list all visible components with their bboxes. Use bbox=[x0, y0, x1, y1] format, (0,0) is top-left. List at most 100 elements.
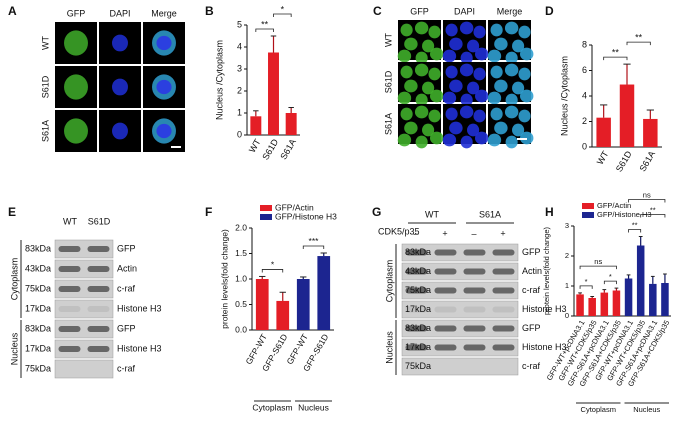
significance-label: ** bbox=[632, 220, 638, 229]
label: Histone H3 bbox=[117, 303, 162, 313]
y-tick-label: 0 bbox=[565, 311, 569, 320]
cell bbox=[449, 121, 463, 135]
significance-bracket bbox=[302, 245, 325, 249]
legend-label: GFP/Histone H3 bbox=[275, 211, 337, 221]
label: 17kDa bbox=[405, 342, 431, 352]
x-tick-label: S61D bbox=[614, 149, 634, 174]
significance-label: ** bbox=[612, 48, 620, 58]
nucleus bbox=[156, 123, 172, 139]
cell bbox=[422, 39, 435, 53]
group-label: Cytoplasm bbox=[252, 402, 292, 412]
panel-letter: D bbox=[545, 4, 554, 18]
cell bbox=[518, 67, 531, 81]
y-tick-label: 1.0 bbox=[235, 273, 247, 283]
blot-strip bbox=[401, 281, 519, 300]
bar bbox=[268, 52, 279, 135]
blot-band bbox=[58, 266, 81, 272]
cell bbox=[415, 135, 428, 149]
label: Cytoplasm bbox=[9, 258, 19, 301]
cell bbox=[428, 67, 441, 81]
cell bbox=[449, 37, 463, 51]
cell bbox=[429, 131, 444, 145]
label: GFP bbox=[117, 323, 136, 333]
cell bbox=[474, 47, 489, 61]
blot-band bbox=[463, 344, 486, 351]
blot-strip bbox=[401, 319, 519, 338]
panel-letter: E bbox=[8, 205, 16, 219]
group-label: Nucleus bbox=[633, 405, 660, 414]
significance-label: * bbox=[609, 272, 612, 281]
legend-swatch bbox=[582, 203, 594, 209]
y-tick-label: 1 bbox=[565, 281, 569, 290]
label: S61A bbox=[383, 113, 393, 135]
bar bbox=[649, 283, 657, 316]
significance-bracket bbox=[628, 229, 642, 233]
cell bbox=[460, 51, 473, 65]
cell bbox=[397, 91, 412, 105]
significance-bracket bbox=[273, 13, 292, 17]
label: 75kDa bbox=[405, 361, 431, 371]
cell bbox=[494, 37, 508, 51]
cell bbox=[512, 123, 525, 137]
cell bbox=[404, 79, 418, 93]
cell bbox=[519, 47, 534, 61]
label: 75kDa bbox=[25, 363, 51, 373]
cell bbox=[404, 121, 418, 135]
label: + bbox=[500, 228, 505, 238]
x-tick-label: WT bbox=[247, 137, 263, 155]
group-label: Cytoplasm bbox=[581, 405, 616, 414]
bar bbox=[276, 300, 290, 330]
nucleus bbox=[156, 35, 172, 51]
blot-strip bbox=[54, 259, 114, 279]
bar bbox=[619, 84, 635, 147]
x-tick-label: S61A bbox=[278, 137, 298, 161]
cell bbox=[474, 131, 489, 145]
cell bbox=[449, 79, 463, 93]
label: 17kDa bbox=[405, 304, 431, 314]
label: c-raf bbox=[117, 363, 135, 373]
significance-bracket bbox=[628, 199, 666, 203]
y-axis-label: Nucleus /Cytoplasm bbox=[559, 56, 569, 136]
bar bbox=[317, 256, 331, 330]
blot-strip bbox=[401, 262, 519, 281]
blot-strip bbox=[54, 359, 114, 379]
cell bbox=[467, 123, 480, 137]
blot-strip bbox=[54, 239, 114, 259]
panel-letter: B bbox=[205, 4, 214, 18]
y-tick-label: 0 bbox=[582, 141, 587, 151]
y-tick-label: 6 bbox=[582, 65, 587, 75]
label: WT bbox=[425, 209, 439, 219]
blot-band bbox=[58, 346, 81, 352]
blot-band bbox=[405, 287, 428, 294]
label: c-raf bbox=[117, 283, 135, 293]
significance-bracket bbox=[579, 265, 617, 270]
cell bbox=[518, 25, 531, 39]
cell bbox=[112, 78, 128, 96]
significance-bracket bbox=[603, 56, 628, 61]
cell bbox=[490, 65, 503, 79]
blot-band bbox=[434, 344, 457, 351]
cell bbox=[414, 21, 429, 35]
label: DAPI bbox=[454, 6, 475, 16]
label: Actin bbox=[117, 263, 137, 273]
x-tick-label: S61D bbox=[260, 137, 280, 162]
cell bbox=[442, 91, 457, 105]
label: 75kDa bbox=[405, 285, 431, 295]
blot-strip bbox=[401, 357, 519, 376]
cell bbox=[445, 65, 458, 79]
label: Nucleus bbox=[384, 331, 394, 364]
cell bbox=[428, 109, 441, 123]
blot-strip bbox=[54, 339, 114, 359]
cell bbox=[518, 109, 531, 123]
legend-swatch bbox=[582, 212, 594, 218]
label: GFP bbox=[410, 6, 429, 16]
cell bbox=[504, 105, 519, 119]
y-axis-label: protein levels(fold change) bbox=[219, 229, 229, 329]
cell bbox=[404, 37, 418, 51]
y-tick-label: 5 bbox=[237, 19, 242, 29]
panel-letter: F bbox=[205, 205, 212, 219]
significance-bracket bbox=[261, 269, 284, 273]
blot-strip bbox=[401, 338, 519, 357]
